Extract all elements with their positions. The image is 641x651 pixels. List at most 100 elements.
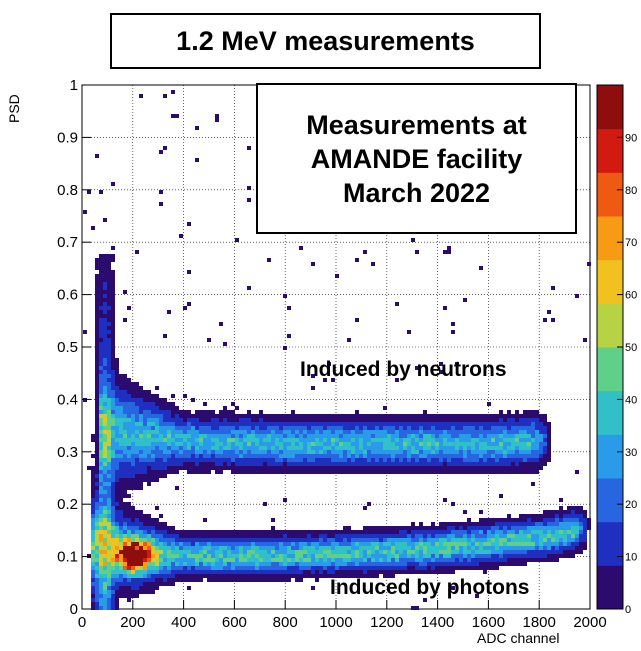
histogram-cell bbox=[559, 554, 563, 558]
histogram-cell bbox=[295, 566, 299, 570]
histogram-cell bbox=[575, 534, 579, 538]
histogram-cell bbox=[515, 530, 519, 534]
histogram-cell bbox=[379, 538, 383, 542]
histogram-cell bbox=[139, 410, 143, 414]
histogram-cell bbox=[391, 438, 395, 442]
histogram-cell bbox=[243, 454, 247, 458]
histogram-cell bbox=[135, 570, 139, 574]
histogram-cell bbox=[255, 458, 259, 462]
histogram-cell bbox=[547, 558, 551, 562]
histogram-cell bbox=[123, 426, 127, 430]
histogram-cell bbox=[367, 470, 371, 474]
histogram-cell bbox=[499, 430, 503, 434]
histogram-cell bbox=[531, 438, 535, 442]
histogram-cell bbox=[391, 542, 395, 546]
histogram-cell bbox=[263, 558, 267, 562]
histogram-cell bbox=[91, 498, 95, 502]
histogram-cell bbox=[103, 438, 107, 442]
histogram-cell bbox=[539, 414, 543, 418]
histogram-cell bbox=[435, 454, 439, 458]
histogram-cell bbox=[99, 422, 103, 426]
histogram-cell bbox=[215, 434, 219, 438]
histogram-cell bbox=[395, 450, 399, 454]
histogram-cell bbox=[447, 454, 451, 458]
histogram-cell bbox=[127, 586, 131, 590]
histogram-cell bbox=[491, 554, 495, 558]
histogram-cell bbox=[323, 438, 327, 442]
histogram-cell bbox=[315, 462, 319, 466]
histogram-cell bbox=[131, 550, 135, 554]
histogram-cell bbox=[255, 562, 259, 566]
histogram-cell bbox=[291, 466, 295, 470]
histogram-cell bbox=[295, 550, 299, 554]
histogram-cell bbox=[303, 566, 307, 570]
histogram-cell bbox=[495, 434, 499, 438]
histogram-cell bbox=[307, 542, 311, 546]
histogram-cell bbox=[131, 406, 135, 410]
histogram-cell bbox=[511, 446, 515, 450]
histogram-cell bbox=[343, 530, 347, 534]
histogram-cell bbox=[99, 486, 103, 490]
histogram-cell bbox=[351, 542, 355, 546]
histogram-cell bbox=[415, 418, 419, 422]
histogram-cell bbox=[111, 570, 115, 574]
histogram-cell bbox=[123, 418, 127, 422]
histogram-cell bbox=[391, 530, 395, 534]
histogram-cell bbox=[291, 554, 295, 558]
histogram-cell bbox=[427, 550, 431, 554]
histogram-cell bbox=[95, 494, 99, 498]
histogram-cell bbox=[147, 454, 151, 458]
histogram-cell bbox=[443, 450, 447, 454]
histogram-cell bbox=[103, 394, 107, 398]
histogram-cell bbox=[399, 434, 403, 438]
histogram-cell bbox=[419, 454, 423, 458]
histogram-cell bbox=[423, 554, 427, 558]
histogram-cell bbox=[443, 414, 447, 418]
histogram-cell bbox=[299, 542, 303, 546]
histogram-cell bbox=[555, 534, 559, 538]
histogram-cell bbox=[567, 542, 571, 546]
histogram-cell bbox=[275, 538, 279, 542]
histogram-cell bbox=[539, 442, 543, 446]
histogram-cell bbox=[123, 582, 127, 586]
histogram-cell bbox=[515, 462, 519, 466]
histogram-cell bbox=[511, 426, 515, 430]
histogram-cell bbox=[467, 450, 471, 454]
histogram-cell bbox=[135, 398, 139, 402]
histogram-cell bbox=[455, 470, 459, 474]
histogram-cell bbox=[195, 530, 199, 534]
histogram-cell bbox=[139, 390, 143, 394]
histogram-cell bbox=[307, 562, 311, 566]
histogram-cell bbox=[291, 414, 295, 418]
histogram-cell bbox=[99, 358, 103, 362]
histogram-cell bbox=[583, 534, 587, 538]
histogram-cell bbox=[203, 414, 207, 418]
histogram-cell bbox=[235, 554, 239, 558]
histogram-cell bbox=[139, 574, 143, 578]
histogram-cell bbox=[167, 546, 171, 550]
histogram-cell bbox=[271, 438, 275, 442]
histogram-cell bbox=[547, 430, 551, 434]
histogram-cell bbox=[395, 438, 399, 442]
histogram-cell bbox=[339, 414, 343, 418]
histogram-cell bbox=[219, 410, 223, 414]
histogram-cell bbox=[175, 114, 179, 118]
histogram-cell bbox=[315, 466, 319, 470]
histogram-cell bbox=[403, 542, 407, 546]
histogram-cell bbox=[383, 534, 387, 538]
histogram-cell bbox=[515, 426, 519, 430]
histogram-cell bbox=[135, 410, 139, 414]
histogram-cell bbox=[487, 466, 491, 470]
histogram-cell bbox=[531, 534, 535, 538]
histogram-cell bbox=[147, 526, 151, 530]
histogram-cell bbox=[487, 442, 491, 446]
histogram-cell bbox=[415, 546, 419, 550]
histogram-cell bbox=[183, 562, 187, 566]
histogram-cell bbox=[255, 554, 259, 558]
histogram-cell bbox=[295, 558, 299, 562]
histogram-cell bbox=[95, 298, 99, 302]
histogram-cell bbox=[155, 426, 159, 430]
histogram-cell bbox=[119, 546, 123, 550]
histogram-cell bbox=[183, 430, 187, 434]
histogram-cell bbox=[295, 430, 299, 434]
